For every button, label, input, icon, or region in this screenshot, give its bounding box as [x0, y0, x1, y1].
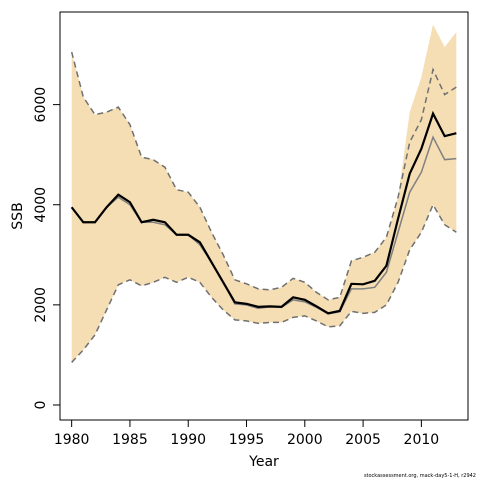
x-tick-label: 1990: [170, 432, 206, 448]
x-tick-label: 1985: [112, 432, 148, 448]
series-lines-layer: [70, 110, 457, 315]
x-tick-label: 2005: [345, 432, 381, 448]
footnote-text: stockassessment.org, mack-day5-1-H, r294…: [364, 473, 476, 479]
estimate-line: [70, 110, 457, 315]
y-tick-label: 4000: [33, 187, 49, 223]
x-tick-label: 1980: [54, 432, 90, 448]
x-tick-label: 1995: [229, 432, 265, 448]
y-axis: 0 2000 4000 6000: [33, 87, 61, 410]
x-axis: 1980 1985 1990 1995 2000 2005 2010: [54, 419, 440, 448]
y-tick-label: 6000: [33, 87, 49, 123]
x-tick-label: 2010: [404, 432, 440, 448]
upper-bound-line: [70, 51, 457, 301]
x-tick-label: 2000: [287, 432, 323, 448]
y-tick-label: 2000: [33, 287, 49, 323]
x-axis-title: Year: [248, 454, 279, 470]
lower-bound-line: [71, 203, 457, 363]
confidence-bounds-layer: [70, 51, 457, 363]
y-tick-label: 0: [33, 401, 49, 410]
y-axis-title: SSB: [10, 202, 26, 229]
